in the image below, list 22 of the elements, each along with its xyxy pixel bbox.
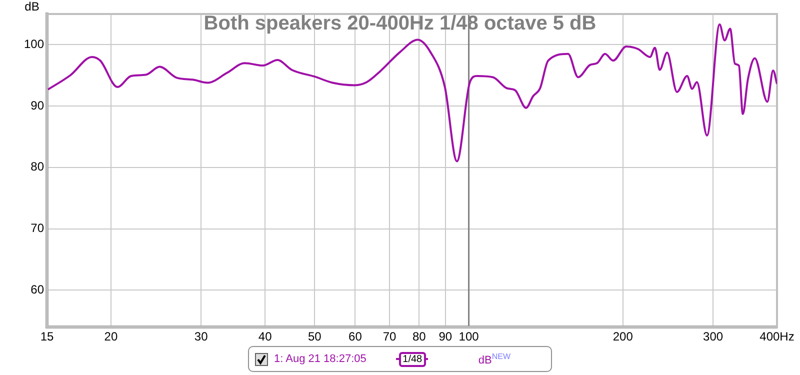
y-tick-label: 100 — [24, 37, 44, 51]
x-tick-label: 200 — [612, 330, 634, 344]
x-tick-label: 40 — [258, 330, 272, 344]
y-tick-label: 80 — [30, 160, 44, 174]
x-tick-label: 15 — [40, 330, 54, 344]
y-axis-title: dB — [24, 0, 40, 14]
x-tick-label: 20 — [104, 330, 118, 344]
x-tick-label: 50 — [308, 330, 322, 344]
x-tick-label: 80 — [412, 330, 426, 344]
x-tick-label: 70 — [382, 330, 396, 344]
y-tick-label: 60 — [30, 282, 44, 296]
text: 1/48 — [398, 352, 426, 366]
x-tick-label: 90 — [438, 330, 452, 344]
text: 1: Aug 21 18:27:05 — [274, 353, 366, 365]
x-tick-label: 100 — [458, 330, 480, 344]
y-tick-label: 90 — [30, 98, 44, 112]
x-tick-label: 300 — [703, 330, 724, 344]
x-tick-label: 30 — [194, 330, 208, 344]
y-tick-label: 70 — [30, 221, 44, 236]
x-tick-label: 400Hz — [760, 330, 794, 344]
x-tick-label: 60 — [348, 330, 362, 344]
text: dB$^{NEW}$ — [478, 352, 511, 366]
